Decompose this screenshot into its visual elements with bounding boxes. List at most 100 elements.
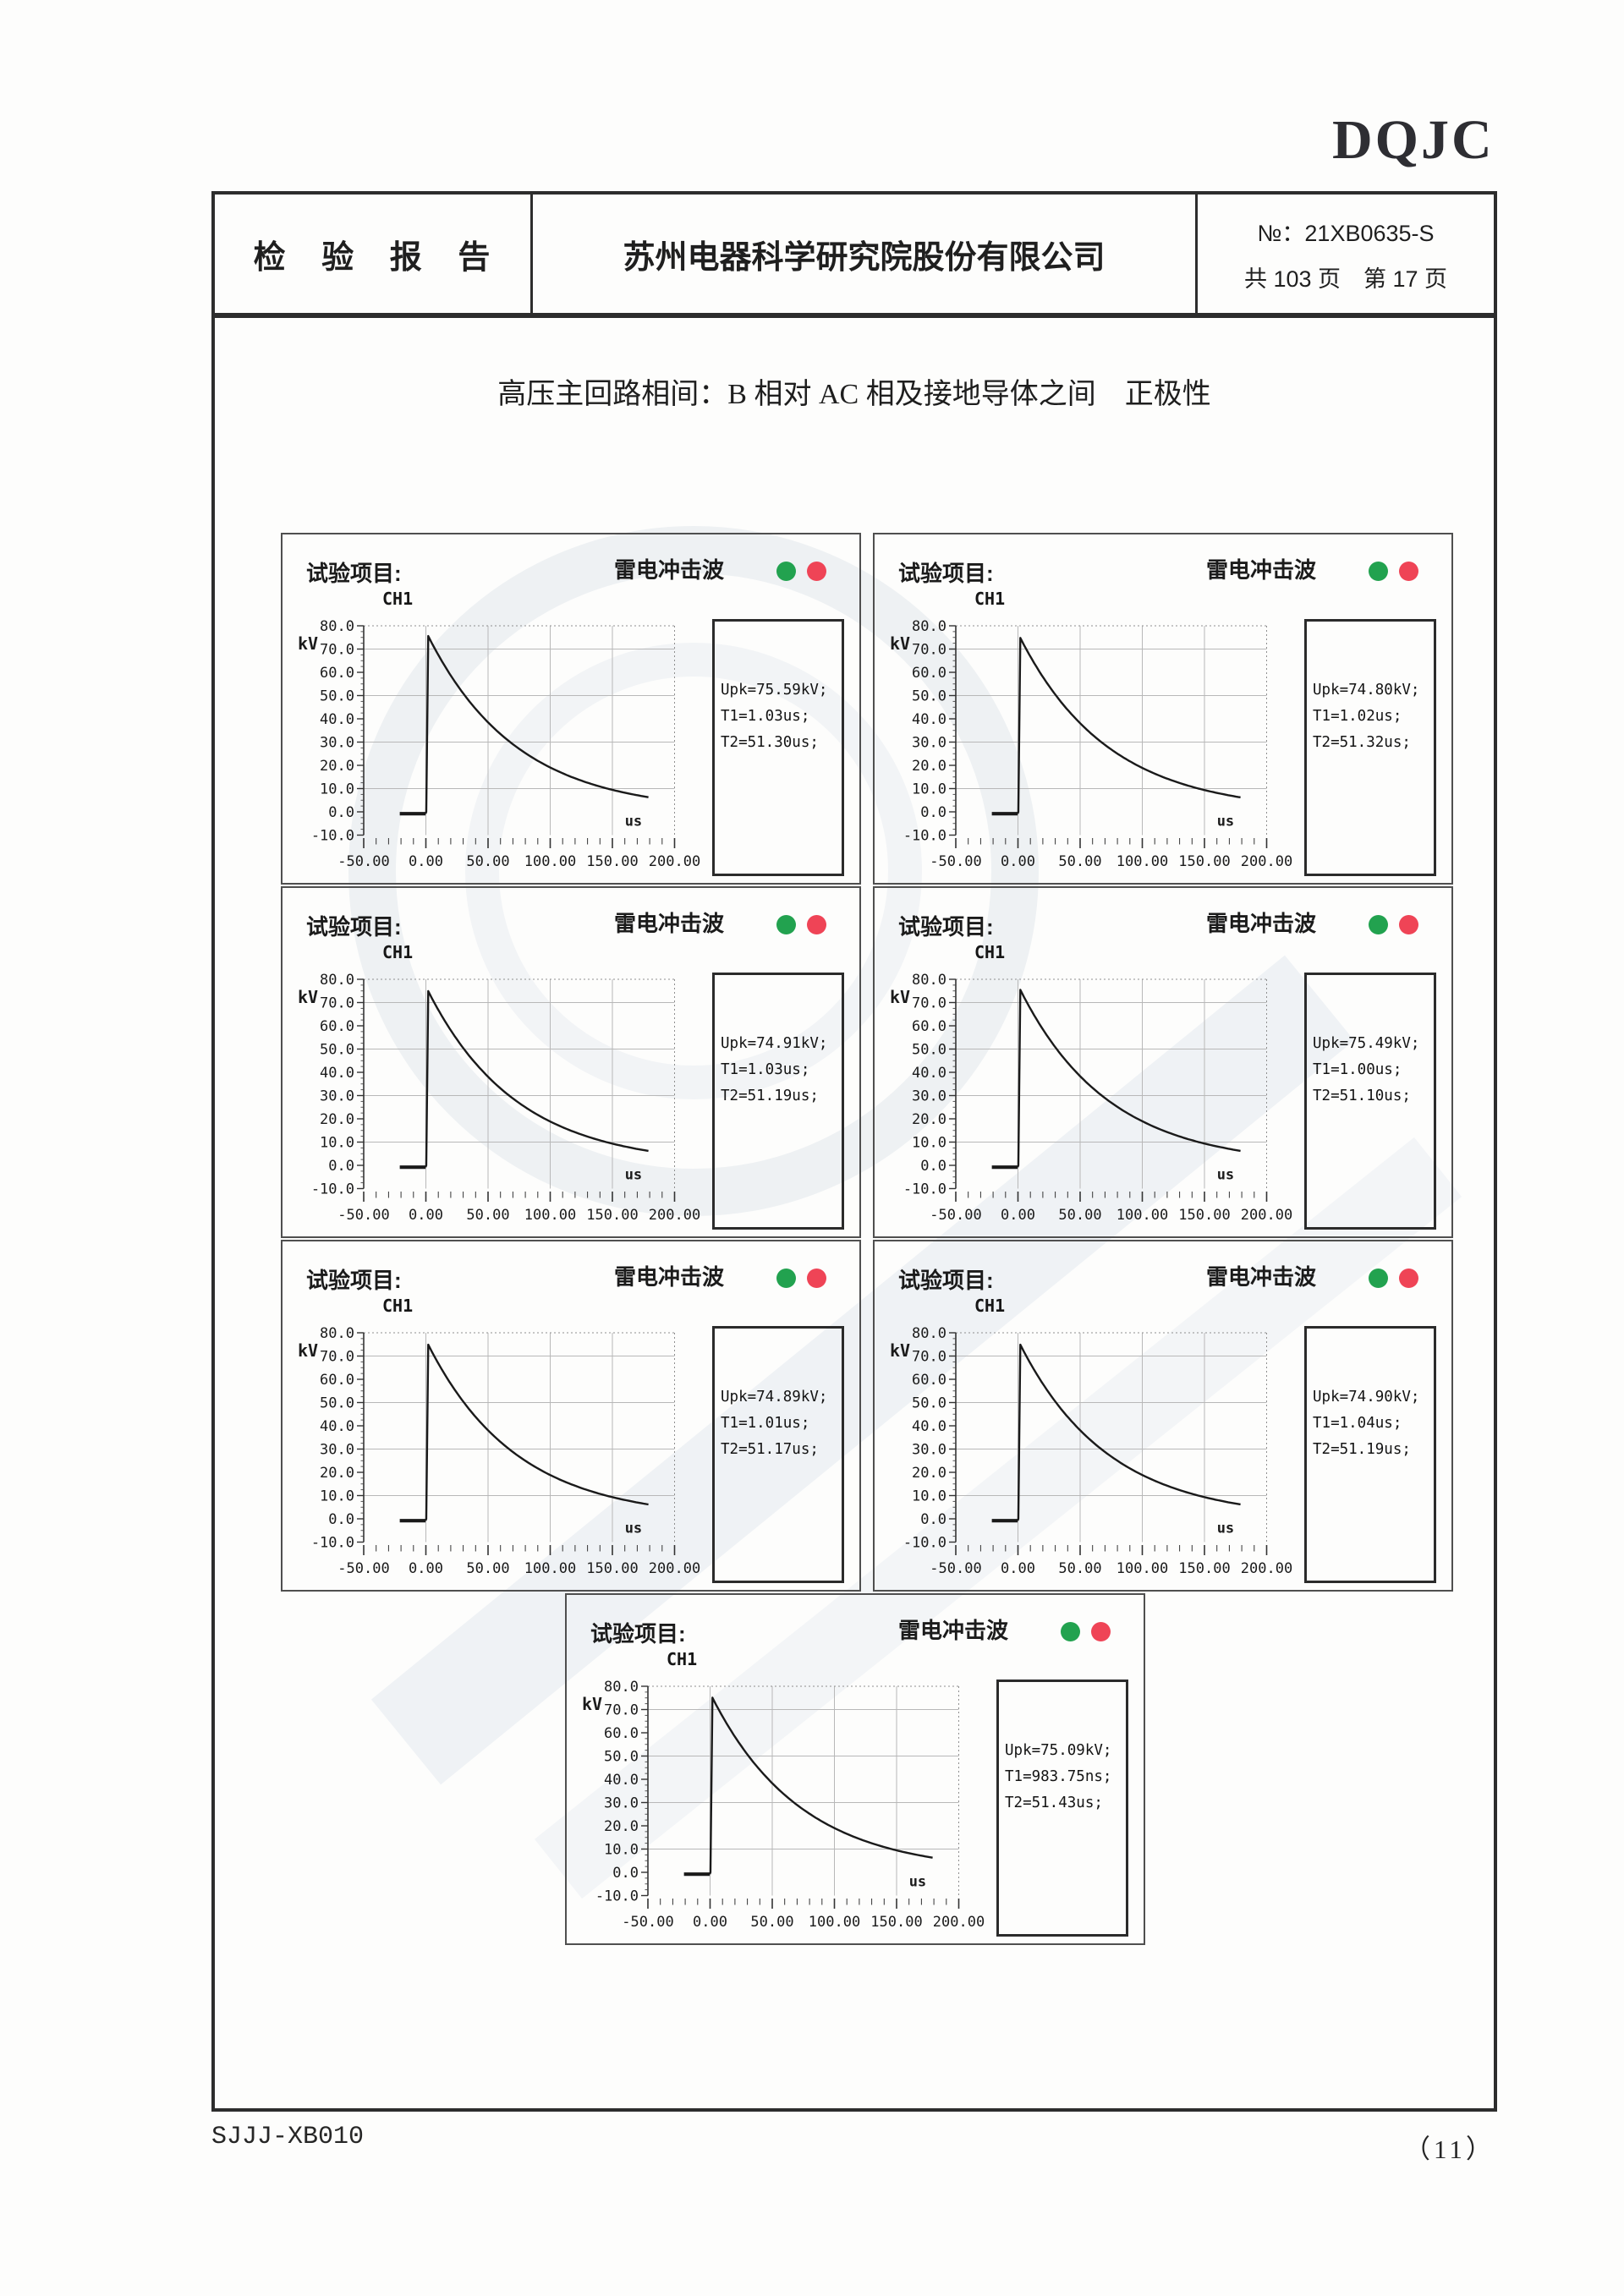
content-border-box [211, 315, 1497, 2112]
y-tick-label: 60.0 [320, 1018, 354, 1035]
chart-title: 雷电冲击波 [614, 1264, 725, 1290]
measurement-readout-box: Upk=74.80kV; T1=1.02us; T2=51.32us; [1304, 619, 1436, 876]
y-tick-label: 10.0 [320, 1135, 354, 1152]
impulse-chart-panel: 试验项目: 雷电冲击波 CH1 kV 80.0 70.0 60.0 50.0 40.0 30… [873, 533, 1453, 885]
x-tick-label: -50.00 [337, 1207, 389, 1224]
t1-value: T1=1.04us; [1313, 1415, 1402, 1432]
t2-value: T2=51.19us; [721, 1088, 819, 1104]
y-tick-label: 30.0 [912, 1088, 946, 1105]
x-tick-label: 100.00 [524, 1560, 576, 1577]
green-status-dot-icon [1369, 915, 1388, 934]
measurement-readout-box: Upk=74.90kV; T1=1.04us; T2=51.19us; [1304, 1326, 1436, 1583]
x-axis-unit-label: us [625, 814, 642, 830]
x-tick-label: 0.00 [409, 853, 443, 870]
x-tick-label: 200.00 [1241, 853, 1292, 870]
x-tick-label: 50.00 [1058, 1560, 1101, 1577]
test-item-label: 试验项目: [306, 561, 402, 586]
impulse-chart-panel: 试验项目: 雷电冲击波 CH1 kV 80.0 70.0 60.0 50.0 40.0 30… [873, 1240, 1453, 1592]
footer-page-number: （11） [1404, 2134, 1495, 2164]
y-tick-label: 0.0 [920, 804, 946, 821]
x-axis-unit-label: us [625, 1521, 642, 1537]
x-tick-label: 150.00 [1178, 1207, 1230, 1224]
x-tick-label: 0.00 [1001, 1207, 1035, 1224]
impulse-waveform-trace [1016, 989, 1241, 1168]
test-item-label: 试验项目: [306, 1268, 402, 1293]
x-tick-label: 150.00 [586, 1207, 638, 1224]
y-tick-label: 40.0 [320, 711, 354, 728]
y-axis-unit-label: kV [298, 987, 318, 1007]
x-tick-label: 200.00 [933, 1914, 985, 1931]
x-tick-label: 0.00 [1001, 853, 1035, 870]
t2-value: T2=51.32us; [1313, 734, 1411, 751]
y-tick-label: 80.0 [912, 618, 946, 635]
x-tick-label: 150.00 [586, 853, 638, 870]
y-tick-label: 70.0 [320, 1349, 354, 1366]
x-tick-label: 200.00 [649, 1560, 700, 1577]
y-tick-label: 10.0 [604, 1842, 639, 1859]
red-status-dot-icon [807, 915, 826, 934]
t1-value: T1=1.03us; [721, 1061, 810, 1078]
y-tick-label: 40.0 [320, 1418, 354, 1435]
x-axis-unit-label: us [1217, 1521, 1234, 1537]
t2-value: T2=51.30us; [721, 734, 819, 751]
channel-label: CH1 [974, 942, 1006, 962]
t2-value: T2=51.10us; [1313, 1088, 1411, 1104]
x-tick-label: 50.00 [1058, 853, 1101, 870]
green-status-dot-icon [1061, 1622, 1080, 1641]
y-tick-label: 70.0 [320, 995, 354, 1012]
y-tick-label: 20.0 [320, 758, 354, 775]
measurement-readout-box: Upk=74.91kV; T1=1.03us; T2=51.19us; [712, 973, 844, 1230]
x-tick-label: 200.00 [649, 1207, 700, 1224]
impulse-chart-panel: 试验项目: 雷电冲击波 CH1 kV 80.0 70.0 60.0 50.0 40.0 30… [281, 1240, 861, 1592]
x-axis-unit-label: us [1217, 814, 1234, 830]
y-tick-label: 30.0 [320, 735, 354, 752]
impulse-chart-panel: 试验项目: 雷电冲击波 CH1 kV 80.0 70.0 60.0 50.0 40.0 30… [565, 1593, 1145, 1945]
x-tick-label: -50.00 [337, 1560, 389, 1577]
y-tick-label: 70.0 [604, 1702, 639, 1719]
y-tick-label: -10.0 [595, 1888, 639, 1905]
x-tick-label: -50.00 [930, 1560, 981, 1577]
test-item-label: 试验项目: [590, 1621, 686, 1647]
impulse-chart-panel: 试验项目: 雷电冲击波 CH1 kV 80.0 70.0 60.0 50.0 40.0 30… [873, 886, 1453, 1238]
channel-label: CH1 [382, 589, 414, 609]
y-tick-label: 60.0 [604, 1725, 639, 1742]
y-tick-label: 70.0 [912, 995, 946, 1012]
y-tick-label: 60.0 [912, 1372, 946, 1389]
y-axis-unit-label: kV [890, 633, 910, 654]
x-tick-label: 100.00 [1116, 853, 1168, 870]
t2-value: T2=51.19us; [1313, 1441, 1411, 1458]
green-status-dot-icon [1369, 1269, 1388, 1288]
y-tick-label: 0.0 [328, 1158, 354, 1175]
chart-title: 雷电冲击波 [1206, 1264, 1317, 1290]
t2-value: T2=51.43us; [1005, 1795, 1103, 1811]
x-tick-label: 200.00 [1241, 1207, 1292, 1224]
x-tick-label: -50.00 [622, 1914, 673, 1931]
impulse-waveform-trace [1016, 1343, 1241, 1521]
test-item-label: 试验项目: [898, 914, 994, 940]
channel-label: CH1 [382, 942, 414, 962]
x-tick-label: 50.00 [750, 1914, 793, 1931]
report-number: №：21XB0635-S [1257, 220, 1435, 246]
lab-logo: DQJC [1332, 109, 1495, 171]
x-axis-unit-label: us [625, 1167, 642, 1184]
x-tick-label: 50.00 [466, 853, 509, 870]
x-tick-label: -50.00 [337, 853, 389, 870]
chart-title: 雷电冲击波 [1206, 911, 1317, 936]
measurement-readout-box: Upk=75.59kV; T1=1.03us; T2=51.30us; [712, 619, 844, 876]
chart-title: 雷电冲击波 [1206, 557, 1317, 583]
y-tick-label: 50.0 [912, 1395, 946, 1412]
x-tick-label: 100.00 [524, 853, 576, 870]
x-tick-label: 100.00 [524, 1207, 576, 1224]
test-item-label: 试验项目: [306, 914, 402, 940]
x-tick-label: 0.00 [409, 1207, 443, 1224]
red-status-dot-icon [1091, 1622, 1111, 1641]
upk-value: Upk=74.80kV; [1313, 682, 1420, 699]
x-tick-label: 0.00 [409, 1560, 443, 1577]
y-tick-label: 30.0 [912, 735, 946, 752]
x-tick-label: 150.00 [870, 1914, 922, 1931]
x-tick-label: 150.00 [586, 1560, 638, 1577]
